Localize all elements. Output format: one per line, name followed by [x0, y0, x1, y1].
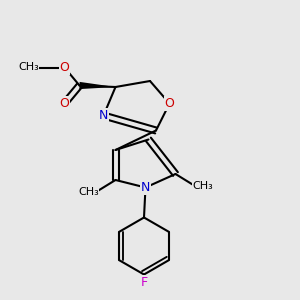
Polygon shape: [80, 82, 116, 89]
Text: N: N: [99, 109, 108, 122]
Text: F: F: [140, 275, 148, 289]
Text: CH₃: CH₃: [78, 187, 99, 197]
Text: N: N: [141, 181, 150, 194]
Text: CH₃: CH₃: [192, 181, 213, 191]
Text: O: O: [60, 61, 69, 74]
Text: CH₃: CH₃: [18, 62, 39, 73]
Text: O: O: [165, 97, 174, 110]
Text: O: O: [60, 97, 69, 110]
